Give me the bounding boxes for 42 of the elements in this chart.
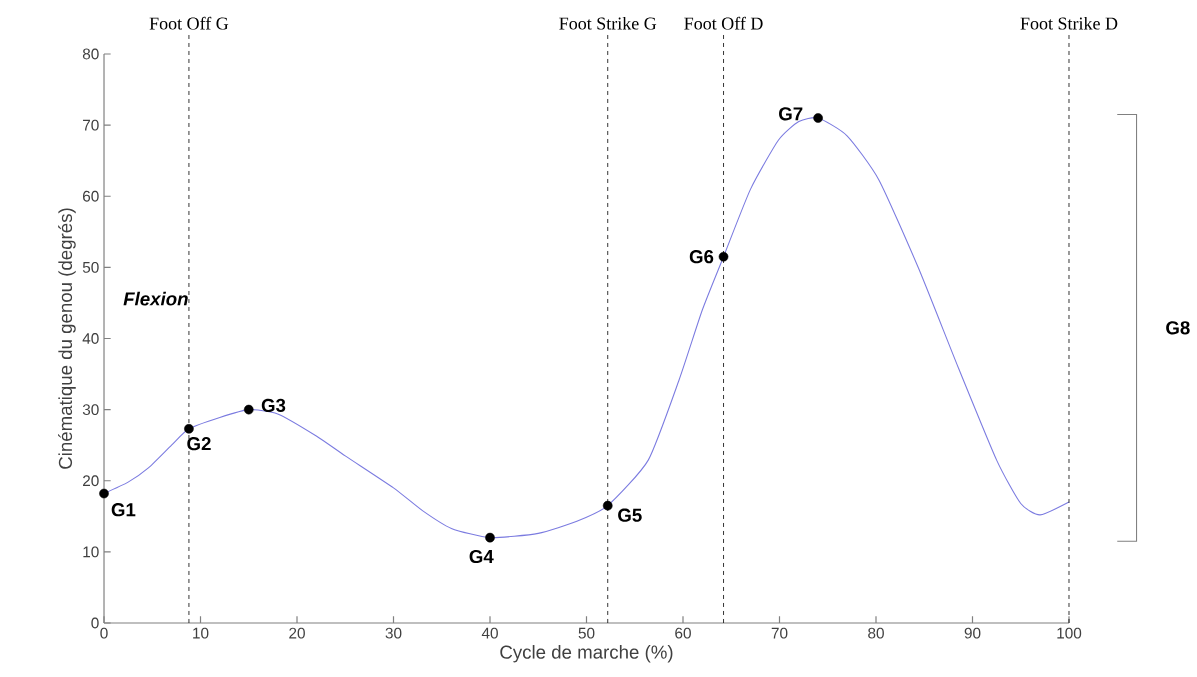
annotation: G4 — [469, 549, 494, 564]
y-tick-label: 70 — [83, 119, 99, 131]
y-tick-label: 30 — [82, 404, 99, 416]
point — [99, 488, 109, 499]
y-tick-label: 0 — [91, 617, 99, 629]
annotation: Flexion — [123, 291, 188, 306]
x-axis-title: Cycle de marche (%) — [500, 645, 673, 663]
x-tick-label: 10 — [193, 627, 209, 639]
x-tick-label: 30 — [385, 627, 402, 639]
ref-line-label: Foot Off D — [684, 16, 763, 30]
x-tick-label: 0 — [100, 627, 108, 639]
point — [718, 251, 729, 262]
annotation: G5 — [618, 508, 642, 522]
y-tick-label: 80 — [82, 48, 99, 60]
ref-line-label: Foot Strike G — [559, 16, 657, 30]
ref-line-label: Foot Off G — [149, 16, 229, 30]
point — [485, 532, 495, 543]
point — [813, 113, 823, 123]
annotation: G7 — [779, 107, 803, 121]
point — [602, 500, 613, 511]
y-tick-label: 50 — [82, 261, 99, 273]
y-tick-label: 60 — [83, 190, 99, 202]
annotation: G2 — [187, 437, 211, 451]
x-tick-label: 20 — [289, 627, 305, 639]
annotation: G3 — [261, 398, 286, 413]
y-axis-title: Cinématique du genou (degrés) — [58, 208, 76, 469]
x-tick-label: 70 — [771, 627, 788, 639]
ref-line-label: Foot Strike D — [1020, 16, 1118, 30]
x-tick-label: 90 — [964, 627, 981, 639]
x-tick-label: 80 — [868, 627, 884, 639]
point — [184, 424, 194, 434]
point — [243, 404, 254, 415]
annotation: G6 — [689, 250, 714, 264]
x-tick-label: 60 — [675, 627, 691, 639]
x-tick-label: 40 — [481, 627, 498, 639]
text: G8 — [1166, 321, 1190, 335]
y-tick-label: 10 — [83, 546, 99, 558]
y-tick-label: 40 — [82, 333, 99, 344]
annotation: G1 — [111, 503, 136, 517]
x-tick-label: 100 — [1057, 627, 1082, 639]
x-tick-label: 50 — [578, 627, 595, 639]
y-tick-label: 20 — [83, 475, 99, 487]
